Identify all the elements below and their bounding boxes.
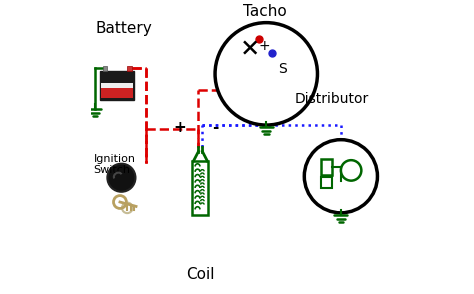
Bar <box>192 161 209 215</box>
Text: Ignition
Switch: Ignition Switch <box>94 154 136 175</box>
Text: Coil: Coil <box>186 267 215 282</box>
Bar <box>127 66 131 71</box>
Text: Distributor: Distributor <box>295 92 369 106</box>
Text: S: S <box>278 62 287 76</box>
Bar <box>321 159 332 175</box>
Circle shape <box>108 164 136 192</box>
Circle shape <box>215 23 318 125</box>
Text: -: - <box>212 121 218 136</box>
Text: +: + <box>173 121 186 136</box>
Text: +: + <box>259 39 271 53</box>
Bar <box>321 177 332 188</box>
Bar <box>100 71 134 100</box>
Text: Battery: Battery <box>96 21 153 36</box>
Text: Tacho: Tacho <box>243 4 287 19</box>
Circle shape <box>304 140 377 213</box>
Bar <box>102 66 107 71</box>
Bar <box>101 88 133 98</box>
Bar <box>101 83 133 88</box>
